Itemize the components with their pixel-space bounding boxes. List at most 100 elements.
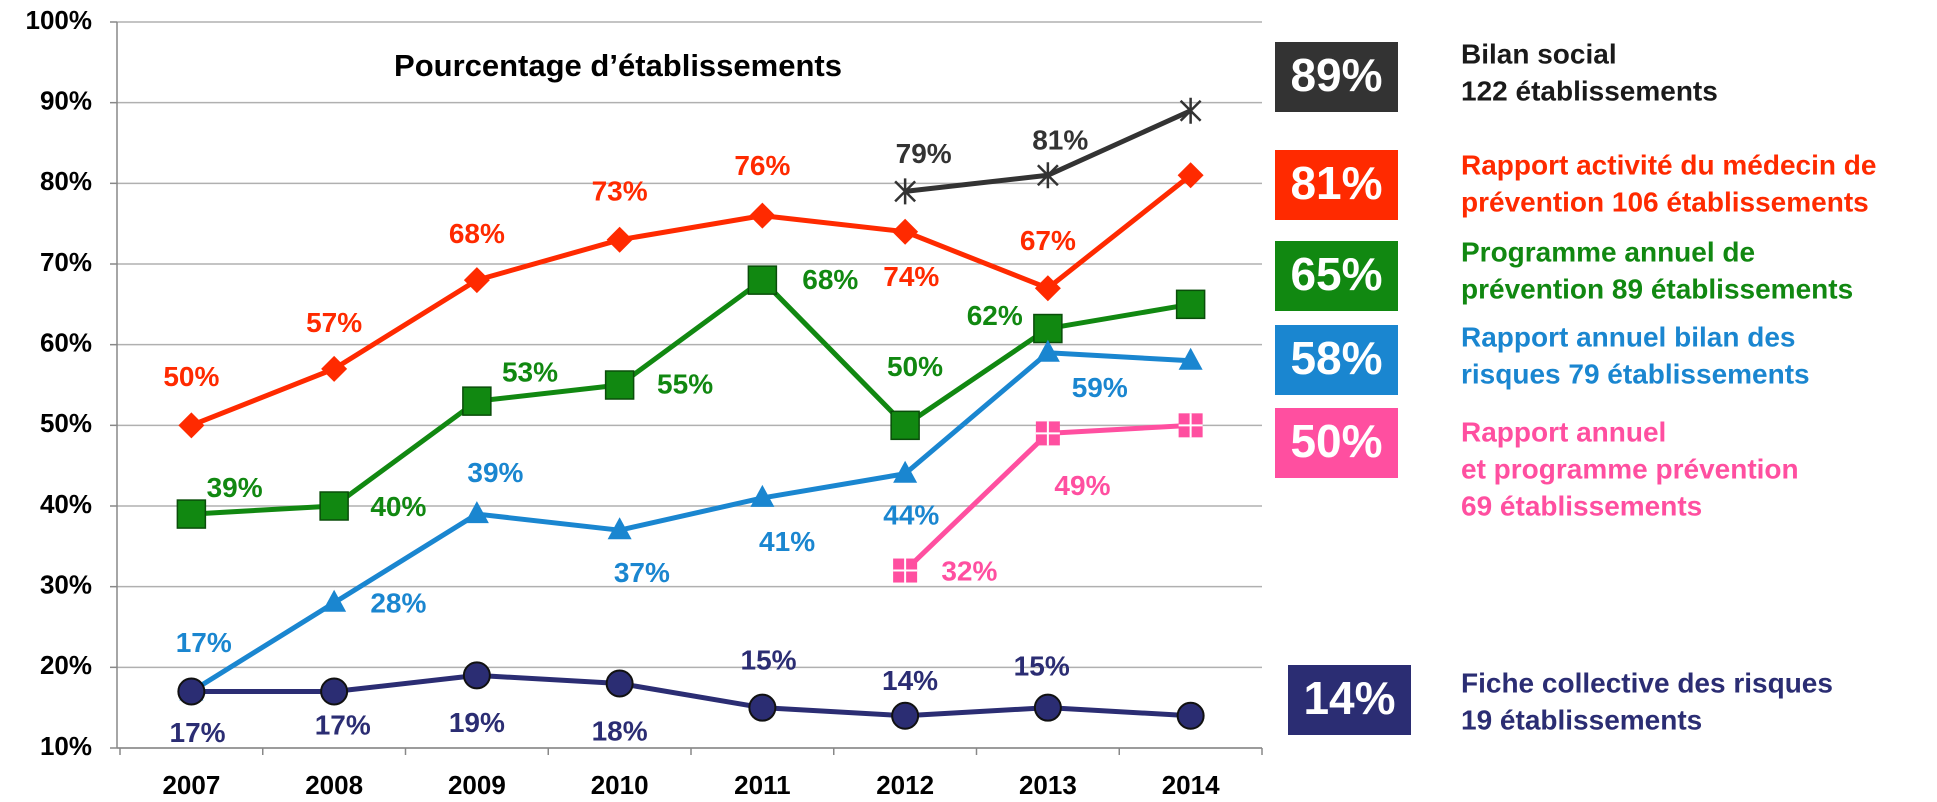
badge [1288, 665, 1411, 735]
marker [1035, 421, 1060, 446]
marker [1176, 701, 1205, 730]
y-tick-label: 90% [40, 86, 92, 116]
data-label: 15% [741, 644, 797, 675]
data-label: 37% [614, 557, 670, 588]
data-label: 49% [1054, 470, 1110, 501]
x-tick-label: 2007 [162, 770, 220, 800]
marker [892, 218, 919, 245]
marker-shape [1177, 162, 1204, 189]
marker-shape [1035, 421, 1060, 446]
marker [320, 677, 349, 706]
marker [1033, 693, 1062, 722]
badge-label: 81% [1290, 157, 1382, 209]
data-label: 17% [176, 627, 232, 658]
marker-shape [463, 267, 490, 294]
data-label: 68% [802, 264, 858, 295]
data-label: 18% [592, 715, 648, 746]
marker-shape [1178, 413, 1203, 438]
chart-title: Pourcentage d’établissements [394, 48, 842, 83]
x-tick-label: 2012 [876, 770, 934, 800]
data-label: 57% [306, 307, 362, 338]
badge [1275, 150, 1398, 220]
y-tick-label: 60% [40, 328, 92, 358]
badge [1275, 241, 1398, 311]
marker [607, 517, 632, 540]
y-tick-label: 100% [26, 5, 93, 35]
legend-label: et programme prévention [1461, 453, 1799, 484]
marker [178, 412, 205, 439]
marker [1033, 313, 1063, 344]
marker-shape [894, 178, 917, 205]
badge [1275, 325, 1398, 395]
marker [891, 701, 920, 730]
marker-shape [748, 693, 777, 722]
data-label: 15% [1014, 651, 1070, 682]
data-label: 39% [467, 457, 523, 488]
marker [321, 355, 348, 382]
marker [893, 460, 918, 483]
data-label: 50% [887, 351, 943, 382]
marker-shape [749, 202, 776, 229]
data-label: 28% [370, 588, 426, 619]
data-label: 74% [883, 261, 939, 292]
data-label: 76% [734, 150, 790, 181]
data-label: 17% [170, 717, 226, 748]
badge [1275, 42, 1398, 112]
data-label: 68% [449, 218, 505, 249]
badge-label: 14% [1303, 672, 1395, 724]
y-tick-label: 30% [40, 570, 92, 600]
data-label: 17% [315, 710, 371, 741]
marker [894, 178, 917, 205]
marker-shape [1175, 289, 1206, 320]
data-label: 41% [759, 526, 815, 557]
marker [606, 226, 633, 253]
marker-shape [750, 484, 775, 507]
y-tick-label: 80% [40, 166, 92, 196]
marker [1175, 289, 1206, 320]
marker-shape [893, 460, 918, 483]
marker [1035, 339, 1060, 362]
series-line [903, 422, 1191, 573]
data-label: 40% [370, 491, 426, 522]
data-label: 53% [502, 356, 558, 387]
marker-shape [1178, 347, 1203, 370]
marker-shape [177, 677, 206, 706]
y-tick-label: 50% [40, 408, 92, 438]
legend-label: prévention 89 établissements [1461, 273, 1853, 304]
data-label: 62% [967, 300, 1023, 331]
legend-label: prévention 106 établissements [1461, 186, 1869, 217]
marker-shape [1179, 97, 1202, 124]
legend-label: Bilan social [1461, 38, 1617, 69]
x-tick-label: 2011 [734, 770, 790, 800]
marker-shape [893, 558, 918, 583]
data-label: 32% [941, 555, 997, 586]
x-tick-label: 2008 [305, 770, 363, 800]
marker-shape [176, 499, 207, 529]
marker-shape [747, 265, 778, 295]
data-label: 19% [449, 707, 505, 738]
marker [322, 589, 347, 612]
data-label: 44% [883, 499, 939, 530]
series-line [191, 277, 1192, 517]
series-line [190, 173, 1193, 428]
legend-label: 122 établissements [1461, 75, 1718, 106]
marker [176, 499, 207, 529]
marker-shape [1035, 339, 1060, 362]
marker-shape [891, 701, 920, 730]
marker [462, 386, 492, 416]
y-tick-label: 70% [40, 247, 92, 277]
marker [893, 558, 918, 583]
marker-shape [322, 589, 347, 612]
badge-label: 58% [1290, 332, 1382, 384]
marker [463, 267, 490, 294]
x-tick-label: 2009 [448, 770, 506, 800]
data-label: 55% [657, 369, 713, 400]
marker-shape [464, 501, 489, 524]
data-label: 59% [1072, 372, 1128, 403]
marker-shape [321, 355, 348, 382]
marker [748, 693, 777, 722]
marker [462, 661, 491, 690]
x-tick-label: 2014 [1162, 770, 1220, 800]
marker [177, 677, 206, 706]
y-tick-label: 10% [40, 731, 92, 761]
